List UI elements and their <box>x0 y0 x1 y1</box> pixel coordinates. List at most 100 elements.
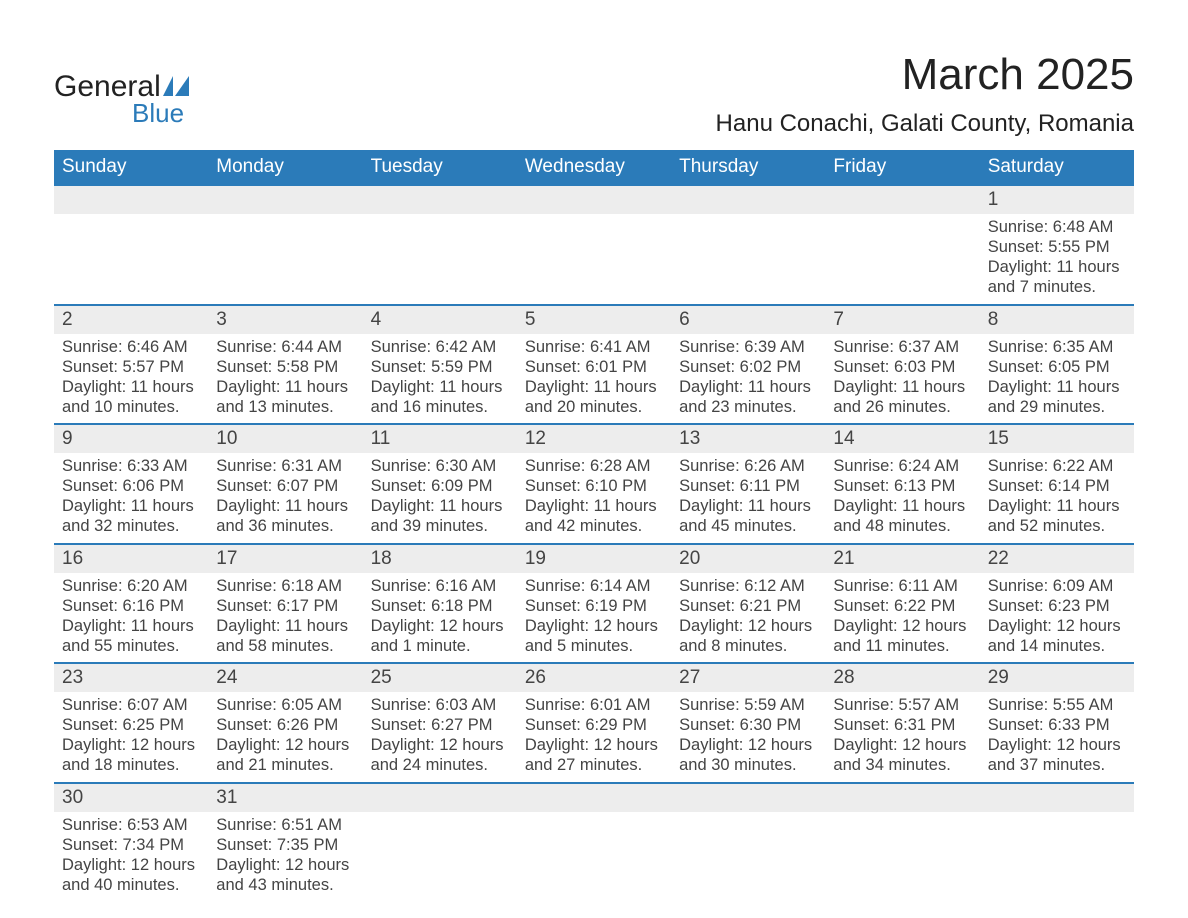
day-details-cell: Sunrise: 5:57 AMSunset: 6:31 PMDaylight:… <box>825 692 979 783</box>
day-details-cell: Sunrise: 6:11 AMSunset: 6:22 PMDaylight:… <box>825 573 979 664</box>
daylight-line: Daylight: 11 hours and 48 minutes. <box>833 496 971 536</box>
sunrise-line: Sunrise: 6:20 AM <box>62 576 200 596</box>
day-details-cell <box>825 214 979 305</box>
day-number: 6 <box>671 306 825 334</box>
day-number: 4 <box>363 306 517 334</box>
daylight-line: Daylight: 12 hours and 11 minutes. <box>833 616 971 656</box>
day-details-cell <box>980 812 1134 902</box>
daylight-line: Daylight: 11 hours and 32 minutes. <box>62 496 200 536</box>
day-number: 10 <box>208 425 362 453</box>
sunset-line: Sunset: 6:09 PM <box>371 476 509 496</box>
sunrise-line: Sunrise: 6:05 AM <box>216 695 354 715</box>
day-details-cell: Sunrise: 6:33 AMSunset: 6:06 PMDaylight:… <box>54 453 208 544</box>
day-details-cell: Sunrise: 6:03 AMSunset: 6:27 PMDaylight:… <box>363 692 517 783</box>
day-number-cell: 27 <box>671 663 825 692</box>
sunset-line: Sunset: 6:18 PM <box>371 596 509 616</box>
day-number-cell <box>517 783 671 812</box>
day-details-cell: Sunrise: 6:24 AMSunset: 6:13 PMDaylight:… <box>825 453 979 544</box>
daylight-line: Daylight: 12 hours and 18 minutes. <box>62 735 200 775</box>
daylight-line: Daylight: 11 hours and 58 minutes. <box>216 616 354 656</box>
day-number: 14 <box>825 425 979 453</box>
daylight-line: Daylight: 11 hours and 7 minutes. <box>988 257 1126 297</box>
sunset-line: Sunset: 6:11 PM <box>679 476 817 496</box>
day-details-cell <box>671 812 825 902</box>
week-details-row: Sunrise: 6:46 AMSunset: 5:57 PMDaylight:… <box>54 334 1134 425</box>
day-details-cell: Sunrise: 6:26 AMSunset: 6:11 PMDaylight:… <box>671 453 825 544</box>
day-number: 23 <box>54 664 208 692</box>
sunrise-line: Sunrise: 6:14 AM <box>525 576 663 596</box>
day-number: 18 <box>363 545 517 573</box>
day-details-cell: Sunrise: 6:35 AMSunset: 6:05 PMDaylight:… <box>980 334 1134 425</box>
sunset-line: Sunset: 6:22 PM <box>833 596 971 616</box>
day-number-cell <box>671 185 825 214</box>
day-number-cell: 17 <box>208 544 362 573</box>
logo-flag-icon <box>163 70 189 90</box>
day-number-cell: 9 <box>54 424 208 453</box>
day-number-cell <box>208 185 362 214</box>
daylight-line: Daylight: 11 hours and 39 minutes. <box>371 496 509 536</box>
day-number: 21 <box>825 545 979 573</box>
sunset-line: Sunset: 6:30 PM <box>679 715 817 735</box>
day-number-cell: 5 <box>517 305 671 334</box>
day-number-cell <box>980 783 1134 812</box>
sunset-line: Sunset: 6:16 PM <box>62 596 200 616</box>
sunrise-line: Sunrise: 6:11 AM <box>833 576 971 596</box>
daylight-line: Daylight: 11 hours and 10 minutes. <box>62 377 200 417</box>
week-details-row: Sunrise: 6:48 AMSunset: 5:55 PMDaylight:… <box>54 214 1134 305</box>
day-number: 19 <box>517 545 671 573</box>
sunset-line: Sunset: 6:29 PM <box>525 715 663 735</box>
sunrise-line: Sunrise: 5:57 AM <box>833 695 971 715</box>
sunrise-line: Sunrise: 6:42 AM <box>371 337 509 357</box>
daylight-line: Daylight: 12 hours and 24 minutes. <box>371 735 509 775</box>
sunset-line: Sunset: 5:58 PM <box>216 357 354 377</box>
day-number-cell <box>363 185 517 214</box>
weekday-header: Monday <box>208 150 362 185</box>
week-daynum-row: 1 <box>54 185 1134 214</box>
weekday-header: Friday <box>825 150 979 185</box>
sunset-line: Sunset: 6:03 PM <box>833 357 971 377</box>
logo: General Blue <box>54 70 189 129</box>
daylight-line: Daylight: 12 hours and 34 minutes. <box>833 735 971 775</box>
day-number-cell: 28 <box>825 663 979 692</box>
sunrise-line: Sunrise: 6:16 AM <box>371 576 509 596</box>
week-details-row: Sunrise: 6:20 AMSunset: 6:16 PMDaylight:… <box>54 573 1134 664</box>
sunset-line: Sunset: 6:26 PM <box>216 715 354 735</box>
daylight-line: Daylight: 11 hours and 20 minutes. <box>525 377 663 417</box>
calendar-table: SundayMondayTuesdayWednesdayThursdayFrid… <box>54 150 1134 901</box>
day-number: 7 <box>825 306 979 334</box>
day-number-cell: 21 <box>825 544 979 573</box>
sunset-line: Sunset: 6:25 PM <box>62 715 200 735</box>
sunset-line: Sunset: 6:19 PM <box>525 596 663 616</box>
day-number <box>363 784 517 812</box>
day-number: 12 <box>517 425 671 453</box>
daylight-line: Daylight: 11 hours and 55 minutes. <box>62 616 200 656</box>
weekday-header: Sunday <box>54 150 208 185</box>
sunset-line: Sunset: 5:59 PM <box>371 357 509 377</box>
sunrise-line: Sunrise: 6:41 AM <box>525 337 663 357</box>
sunrise-line: Sunrise: 5:55 AM <box>988 695 1126 715</box>
day-number: 5 <box>517 306 671 334</box>
calendar-header: SundayMondayTuesdayWednesdayThursdayFrid… <box>54 150 1134 185</box>
sunrise-line: Sunrise: 6:31 AM <box>216 456 354 476</box>
day-number-cell <box>363 783 517 812</box>
day-number-cell: 19 <box>517 544 671 573</box>
day-number-cell: 1 <box>980 185 1134 214</box>
sunrise-line: Sunrise: 6:28 AM <box>525 456 663 476</box>
day-details-cell: Sunrise: 6:01 AMSunset: 6:29 PMDaylight:… <box>517 692 671 783</box>
day-details-cell: Sunrise: 6:30 AMSunset: 6:09 PMDaylight:… <box>363 453 517 544</box>
sunrise-line: Sunrise: 6:18 AM <box>216 576 354 596</box>
day-details-cell: Sunrise: 6:22 AMSunset: 6:14 PMDaylight:… <box>980 453 1134 544</box>
daylight-line: Daylight: 12 hours and 5 minutes. <box>525 616 663 656</box>
day-number-cell: 31 <box>208 783 362 812</box>
day-number <box>671 186 825 214</box>
day-number-cell: 2 <box>54 305 208 334</box>
day-number: 15 <box>980 425 1134 453</box>
day-number <box>54 186 208 214</box>
sunset-line: Sunset: 6:13 PM <box>833 476 971 496</box>
daylight-line: Daylight: 12 hours and 21 minutes. <box>216 735 354 775</box>
daylight-line: Daylight: 12 hours and 37 minutes. <box>988 735 1126 775</box>
day-number-cell: 12 <box>517 424 671 453</box>
day-number <box>363 186 517 214</box>
week-daynum-row: 3031 <box>54 783 1134 812</box>
day-details-cell: Sunrise: 6:07 AMSunset: 6:25 PMDaylight:… <box>54 692 208 783</box>
